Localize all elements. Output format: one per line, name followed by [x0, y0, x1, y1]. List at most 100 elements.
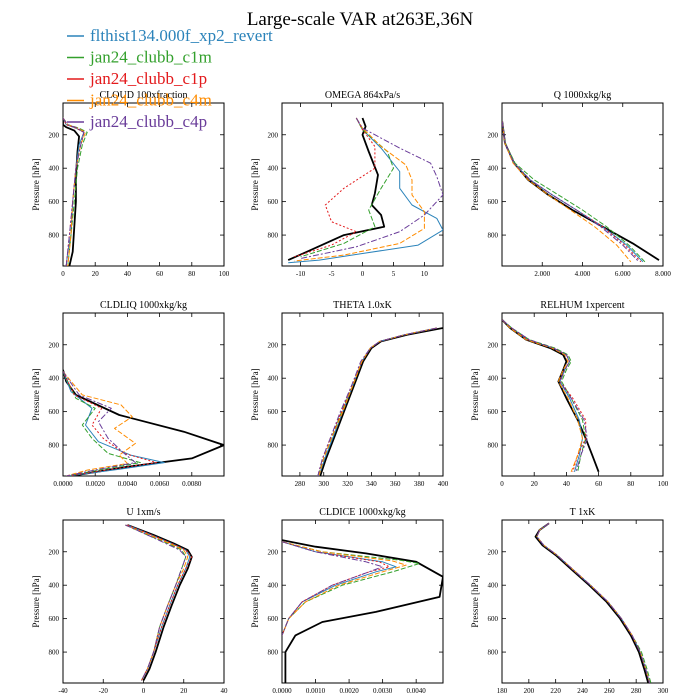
x-tick-label: 0.0040 — [407, 687, 427, 695]
y-tick-label: 400 — [488, 582, 499, 590]
series-line-jan24_clubb_c1m — [63, 117, 88, 266]
y-tick-label: 200 — [268, 341, 279, 349]
series-line-jan24_clubb_c4p — [536, 522, 651, 683]
x-tick-label: 80 — [188, 270, 196, 278]
x-tick-label: -40 — [58, 687, 68, 695]
x-tick-label: 0 — [61, 270, 65, 278]
series-line-jan24_clubb_c1m — [502, 319, 587, 472]
panel-4: CLDLIQ 1000xkg/kg 0.0000 0.0020 0.0040 0.006… — [31, 300, 225, 488]
y-tick-label: 800 — [268, 649, 279, 657]
legend-label: jan24_clubb_c4m — [89, 91, 212, 110]
figure-title: Large-scale VAR at263E,36N — [247, 9, 474, 30]
x-tick-label: 60 — [595, 480, 603, 488]
panel-7: U 1xm/s -40 -20 0 20 40 200 400 600 800 Pressure [… — [31, 507, 228, 695]
series-line-reference — [502, 121, 660, 261]
x-tick-label: 260 — [604, 687, 615, 695]
y-tick-label: 400 — [268, 375, 279, 383]
series-line-jan24_clubb_c1m — [300, 117, 394, 258]
series-line-jan24_clubb_c4m — [282, 541, 407, 636]
series-line-jan24_clubb_c1p — [63, 371, 157, 476]
y-tick-label: 600 — [49, 198, 60, 206]
y-tick-label: 800 — [49, 649, 60, 657]
legend-label: jan24_clubb_c1p — [89, 69, 207, 88]
x-tick-label: 0.0040 — [118, 480, 138, 488]
y-tick-label: 600 — [488, 408, 499, 416]
x-tick-label: -20 — [99, 687, 109, 695]
series-line-reference — [502, 319, 600, 473]
x-tick-label: 340 — [366, 480, 377, 488]
panel-title: THETA 1.0xK — [333, 300, 392, 311]
panel-title: CLOUD 100xfraction — [99, 90, 187, 101]
series-line-jan24_clubb_c4m — [502, 121, 632, 263]
panel-1: CLOUD 100xfraction 0 20 40 60 80 100 200 400 600 8… — [31, 90, 230, 278]
legend-label: flthist134.000f_xp2_revert — [90, 26, 273, 45]
x-tick-label: 4.000 — [575, 270, 591, 278]
x-tick-label: 220 — [550, 687, 561, 695]
y-axis-label: Pressure [hPa] — [470, 368, 480, 420]
series-line-jan24_clubb_c4p — [63, 117, 85, 266]
series-group — [317, 327, 443, 476]
y-tick-label: 400 — [49, 165, 60, 173]
legend-label: jan24_clubb_c1m — [89, 48, 212, 67]
series-line-jan24_clubb_c1m — [317, 327, 438, 476]
x-tick-label: 0.0020 — [339, 687, 359, 695]
series-line-jan24_clubb_c4m — [502, 319, 583, 472]
series-line-flthist134.000f_xp2_revert — [63, 371, 165, 476]
plot-frame — [62, 519, 225, 684]
x-tick-label: 240 — [577, 687, 588, 695]
y-tick-label: 400 — [49, 375, 60, 383]
series-line-jan24_clubb_c1p — [502, 319, 587, 472]
series-group — [282, 539, 443, 683]
y-tick-label: 600 — [268, 408, 279, 416]
panel-title: CLDICE 1000xkg/kg — [319, 507, 405, 518]
y-tick-label: 600 — [488, 615, 499, 623]
panel-title: Q 1000xkg/kg — [554, 90, 612, 101]
y-axis-label: Pressure [hPa] — [470, 158, 480, 210]
legend-label: jan24_clubb_c4p — [89, 112, 207, 131]
panel-2: OMEGA 864xPa/s -10 -5 0 5 10 200 400 600 800 Press… — [250, 90, 444, 278]
series-line-jan24_clubb_c1m — [502, 121, 646, 263]
y-tick-label: 200 — [49, 548, 60, 556]
series-line-jan24_clubb_c1m — [63, 371, 141, 476]
x-tick-label: 0 — [361, 270, 365, 278]
series-group — [502, 121, 660, 263]
series-line-jan24_clubb_c1p — [317, 327, 438, 476]
x-tick-label: 0.0020 — [86, 480, 106, 488]
panel-title: T 1xK — [570, 507, 596, 518]
y-tick-label: 400 — [488, 375, 499, 383]
x-tick-label: 0.0000 — [53, 480, 73, 488]
x-tick-label: 20 — [180, 687, 188, 695]
series-line-jan24_clubb_c4m — [318, 327, 438, 476]
series-line-jan24_clubb_c4p — [63, 371, 136, 476]
plot-frame — [62, 312, 225, 477]
series-line-jan24_clubb_c4m — [294, 117, 425, 262]
y-tick-label: 800 — [268, 232, 279, 240]
x-tick-label: 6.000 — [615, 270, 631, 278]
series-line-jan24_clubb_c4p — [282, 541, 384, 636]
panel-title: OMEGA 864xPa/s — [325, 90, 400, 101]
x-tick-label: 360 — [390, 480, 401, 488]
x-tick-label: 280 — [631, 687, 642, 695]
series-group — [63, 117, 88, 266]
x-tick-label: 200 — [524, 687, 535, 695]
x-tick-label: 10 — [421, 270, 429, 278]
legend-entry: jan24_clubb_c1m — [67, 48, 212, 67]
x-tick-label: 100 — [219, 270, 230, 278]
x-tick-label: 0.0010 — [306, 687, 326, 695]
x-tick-label: 80 — [627, 480, 635, 488]
series-line-flthist134.000f_xp2_revert — [536, 522, 651, 683]
panel-6: RELHUM 1xpercent 0 20 40 60 80 100 200 400 600 800… — [470, 300, 669, 488]
y-tick-label: 200 — [49, 341, 60, 349]
legend-entry: jan24_clubb_c4p — [67, 112, 207, 131]
y-tick-label: 800 — [49, 232, 60, 240]
series-line-jan24_clubb_c1m — [536, 522, 652, 683]
y-tick-label: 200 — [49, 131, 60, 139]
x-tick-label: 40 — [124, 270, 132, 278]
series-line-jan24_clubb_c4p — [502, 121, 640, 263]
plot-frame — [501, 102, 664, 267]
panel-title: CLDLIQ 1000xkg/kg — [100, 300, 187, 311]
y-tick-label: 800 — [488, 649, 499, 657]
series-line-jan24_clubb_c4m — [63, 371, 136, 476]
x-tick-label: 5 — [392, 270, 396, 278]
